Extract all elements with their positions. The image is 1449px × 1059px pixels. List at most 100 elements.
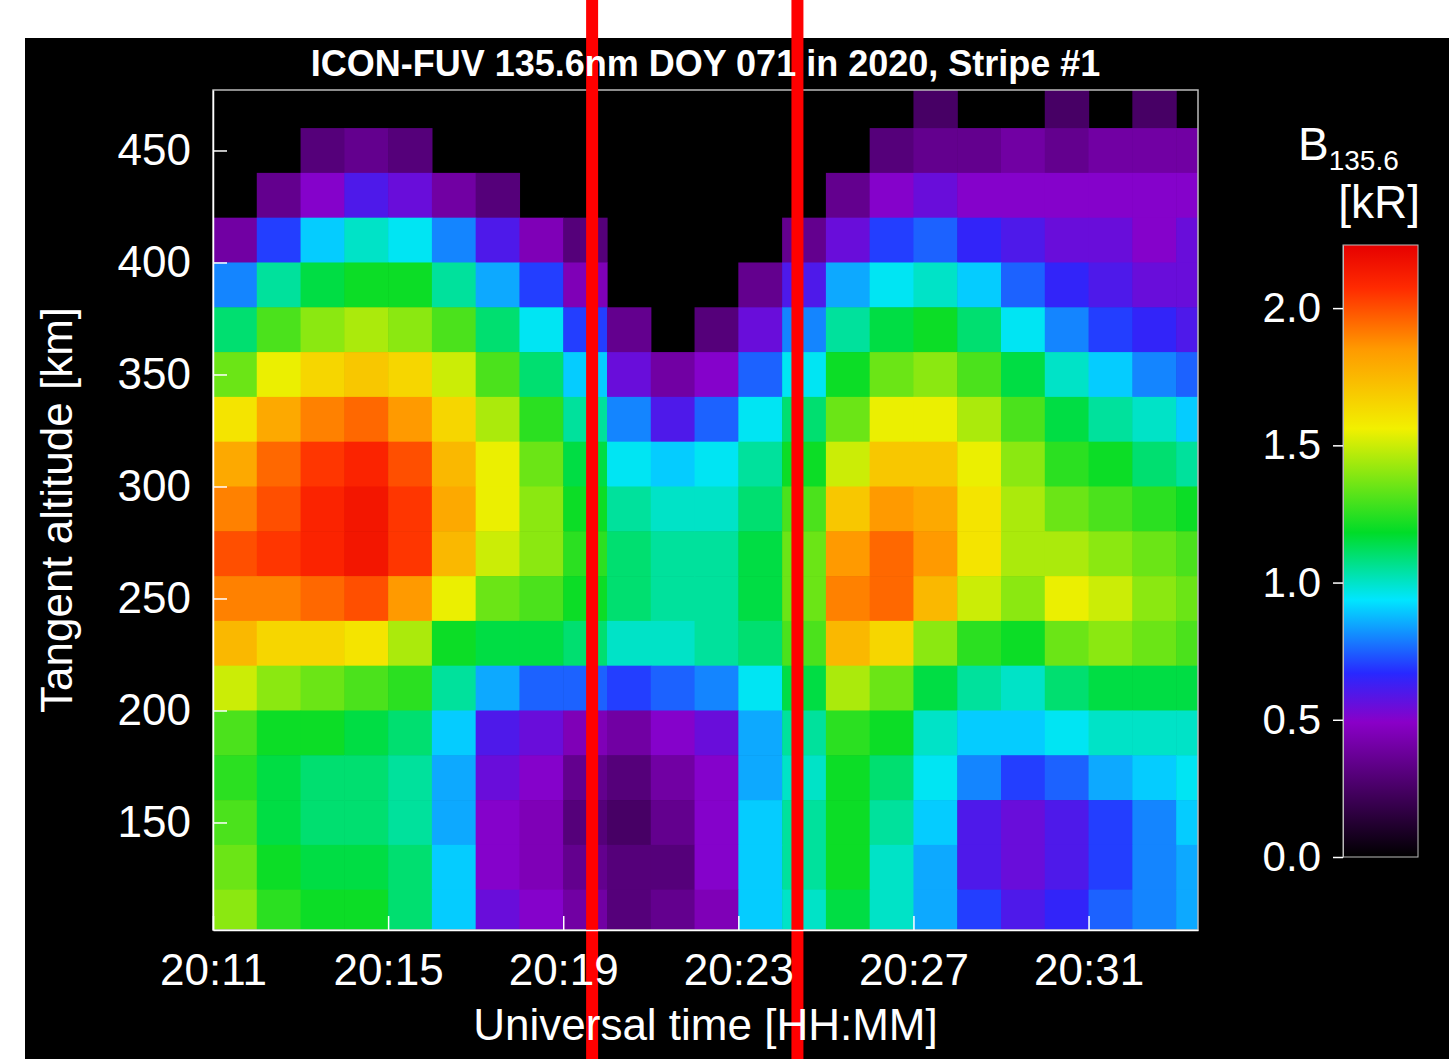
y-tick-label: 300 <box>118 461 191 510</box>
heatmap-cell <box>476 800 520 845</box>
heatmap-cell <box>432 442 476 487</box>
plot-frame <box>213 90 1198 930</box>
heatmap-cell <box>1001 442 1045 487</box>
x-tick-mark <box>1088 916 1090 930</box>
heatmap-cell <box>607 531 651 576</box>
heatmap-cell <box>1132 486 1176 531</box>
heatmap-cell <box>1089 173 1133 218</box>
heatmap-cell <box>1089 486 1133 531</box>
heatmap-cell <box>301 397 345 442</box>
heatmap-cell <box>432 262 476 307</box>
heatmap-cell <box>870 755 914 800</box>
heatmap-cell <box>1176 800 1198 845</box>
heatmap-cell <box>913 890 957 930</box>
heatmap-cell <box>519 397 563 442</box>
x-tick-label: 20:15 <box>334 945 444 994</box>
y-tick-label: 200 <box>118 685 191 734</box>
heatmap-cell <box>301 710 345 755</box>
heatmap-cell <box>1089 397 1133 442</box>
heatmap-cell <box>301 307 345 352</box>
heatmap-cell <box>913 352 957 397</box>
heatmap-cell <box>213 621 257 666</box>
heatmap-cell <box>870 666 914 711</box>
x-tick: 20:27 <box>859 916 969 994</box>
colorbar-tick-label: 2.0 <box>1263 284 1321 331</box>
heatmap-cell <box>563 890 607 930</box>
heatmap-cell <box>695 666 739 711</box>
heatmap-cell <box>651 800 695 845</box>
colorbar-tick-mark <box>1333 582 1343 584</box>
x-tick-label: 20:23 <box>684 945 794 994</box>
heatmap-cell <box>257 666 301 711</box>
heatmap-cell <box>782 845 826 890</box>
chart: 20:1120:1520:1920:2320:2720:311502002503… <box>0 0 1449 1059</box>
x-axis-line <box>214 930 1199 932</box>
heatmap-cell <box>344 845 388 890</box>
heatmap-cell <box>563 486 607 531</box>
heatmap-cell <box>782 800 826 845</box>
heatmap-cell <box>257 890 301 930</box>
heatmap-cell <box>1176 666 1198 711</box>
heatmap-cell <box>1045 262 1089 307</box>
colorbar-tick-label: 1.0 <box>1263 559 1321 606</box>
heatmap-cell <box>782 621 826 666</box>
heatmap-cell <box>957 666 1001 711</box>
heatmap-cell <box>957 576 1001 621</box>
heatmap-cell <box>388 486 432 531</box>
heatmap-cell <box>826 397 870 442</box>
heatmap-cell <box>957 890 1001 930</box>
heatmap-cell <box>1132 307 1176 352</box>
x-tick: 20:15 <box>334 916 444 994</box>
y-axis: 150200250300350400450 <box>118 91 227 931</box>
heatmap-cell <box>651 531 695 576</box>
y-tick: 400 <box>118 237 227 286</box>
heatmap-cell <box>738 890 782 930</box>
heatmap-cell <box>1132 890 1176 930</box>
heatmap-cell <box>1045 397 1089 442</box>
heatmap-cell <box>1089 262 1133 307</box>
heatmap-cell <box>1176 621 1198 666</box>
heatmap-cell <box>301 666 345 711</box>
heatmap-cell <box>476 442 520 487</box>
heatmap-cell <box>257 531 301 576</box>
heatmap-cell <box>607 800 651 845</box>
heatmap-cell <box>1132 262 1176 307</box>
heatmap-cell <box>957 218 1001 263</box>
heatmap-cell <box>519 755 563 800</box>
heatmap-cell <box>1176 710 1198 755</box>
heatmap-cell <box>388 890 432 930</box>
heatmap-cell <box>476 576 520 621</box>
colorbar-tick-label: 1.5 <box>1263 421 1321 468</box>
heatmap-cell <box>476 352 520 397</box>
heatmap-cell <box>1176 486 1198 531</box>
heatmap-cell <box>1089 442 1133 487</box>
heatmap-cell <box>301 800 345 845</box>
heatmap-cell <box>519 262 563 307</box>
heatmap-cell <box>913 442 957 487</box>
heatmap-cell <box>826 218 870 263</box>
heatmap-cell <box>607 621 651 666</box>
heatmap-cell <box>344 128 388 173</box>
heatmap-cell <box>1176 218 1198 263</box>
heatmap-cell <box>607 397 651 442</box>
heatmap-cell <box>695 621 739 666</box>
heatmap-cell <box>607 755 651 800</box>
x-tick: 20:31 <box>1034 916 1144 994</box>
heatmap-cell <box>826 307 870 352</box>
heatmap-cell <box>651 486 695 531</box>
heatmap-cell <box>826 442 870 487</box>
heatmap-cell <box>1089 218 1133 263</box>
chart-title: ICON-FUV 135.6nm DOY 071 in 2020, Stripe… <box>311 43 1101 84</box>
heatmap-cell <box>957 800 1001 845</box>
heatmap-cell <box>1089 307 1133 352</box>
heatmap-cell <box>563 755 607 800</box>
heatmap-cell <box>607 352 651 397</box>
heatmap-cell <box>826 845 870 890</box>
heatmap-cell <box>870 307 914 352</box>
y-axis-line <box>213 91 215 931</box>
heatmap-cell <box>826 890 870 930</box>
colorbar-title: B135.6 <box>1298 118 1399 176</box>
heatmap-cell <box>782 710 826 755</box>
heatmap-cell <box>388 710 432 755</box>
heatmap-cell <box>1089 666 1133 711</box>
